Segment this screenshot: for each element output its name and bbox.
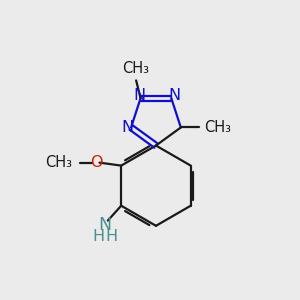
Text: O: O bbox=[90, 155, 102, 170]
Text: H: H bbox=[92, 229, 104, 244]
Text: CH₃: CH₃ bbox=[123, 61, 150, 76]
Text: CH₃: CH₃ bbox=[205, 120, 232, 135]
Text: N: N bbox=[133, 88, 145, 103]
Text: CH₃: CH₃ bbox=[45, 155, 72, 170]
Text: H: H bbox=[105, 229, 117, 244]
Text: N: N bbox=[169, 88, 181, 103]
Text: N: N bbox=[98, 216, 111, 234]
Text: N: N bbox=[122, 120, 134, 135]
